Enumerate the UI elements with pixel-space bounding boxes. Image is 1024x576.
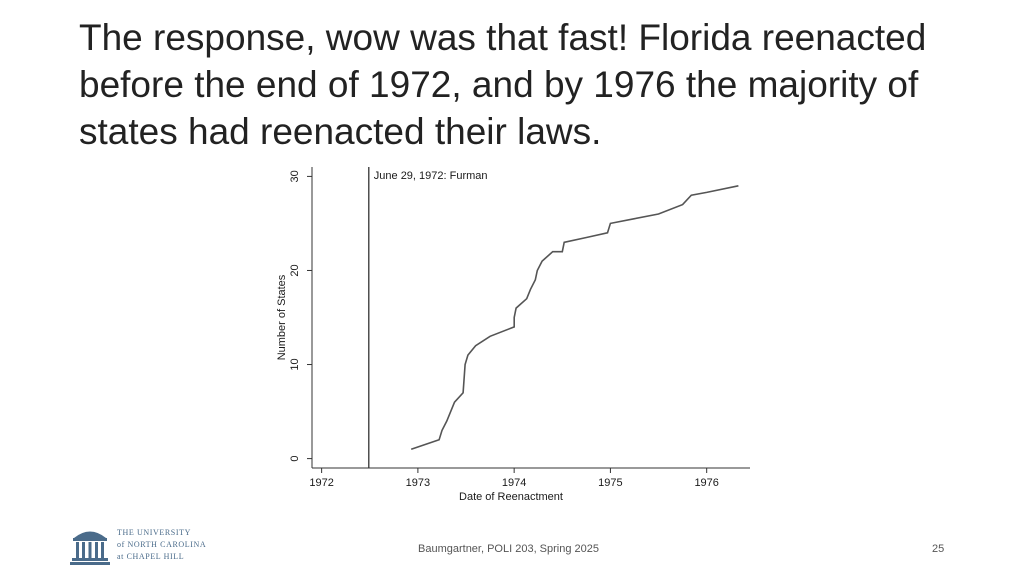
- furman-decision-label: June 29, 1972: Furman: [374, 170, 488, 182]
- unc-logo: THE UNIVERSITY of NORTH CAROLINA at CHAP…: [70, 524, 220, 568]
- y-tick-label: 30: [289, 170, 301, 182]
- series-line-reenactments: [410, 185, 739, 450]
- footer-text: Baumgartner, POLI 203, Spring 2025: [418, 543, 600, 555]
- x-tick-label: 1972: [309, 477, 333, 489]
- x-tick-label: 1976: [694, 477, 718, 489]
- unc-logo-text: THE UNIVERSITY of NORTH CAROLINA at CHAP…: [117, 527, 206, 563]
- x-axis-ticks: 1972 1973 1974 1975 1976: [309, 468, 719, 489]
- y-tick-label: 10: [289, 358, 301, 370]
- y-tick-label: 0: [289, 456, 301, 462]
- y-axis-ticks: 0 10 20 30: [289, 170, 312, 462]
- chart-axes: [311, 167, 750, 469]
- page-number: 25: [932, 543, 945, 555]
- logo-line-2: of NORTH CAROLINA: [117, 540, 207, 549]
- x-tick-label: 1974: [502, 477, 526, 489]
- logo-line-3: at CHAPEL HILL: [117, 552, 185, 561]
- slide-title: The response, wow was that fast! Florida…: [79, 17, 927, 152]
- logo-line-1: THE UNIVERSITY: [117, 528, 191, 537]
- y-axis-label: Number of States: [276, 274, 288, 360]
- x-tick-label: 1973: [406, 477, 430, 489]
- old-well-icon: [70, 531, 110, 565]
- x-axis-label: Date of Reenactment: [459, 491, 563, 503]
- y-tick-label: 20: [289, 264, 301, 276]
- x-tick-label: 1975: [598, 477, 622, 489]
